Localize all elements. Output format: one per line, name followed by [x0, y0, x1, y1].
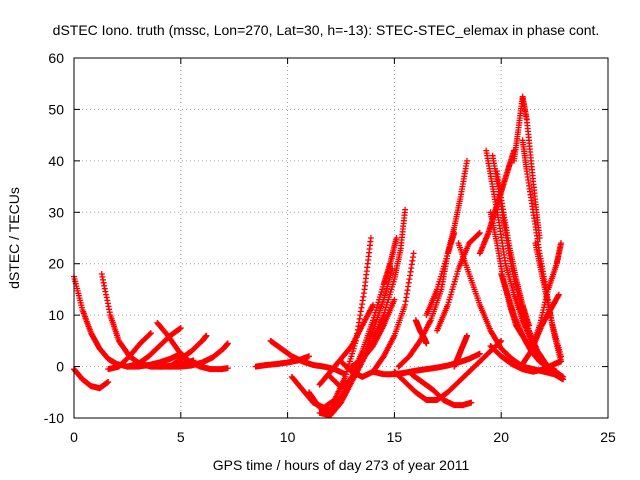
plus-markers	[124, 325, 184, 370]
series-arc23	[434, 229, 483, 334]
y-axis-label: dSTEC / TECUs	[6, 187, 22, 289]
x-tick-label: 15	[387, 429, 403, 445]
x-tick-label: 20	[493, 429, 509, 445]
plus-markers	[412, 317, 430, 347]
series-arc14	[327, 265, 396, 391]
x-tick-label: 25	[600, 429, 616, 445]
series-arc25	[412, 317, 430, 347]
x-tick-label: 0	[70, 429, 78, 445]
series-arc17	[316, 301, 376, 388]
series-arc10	[267, 337, 349, 378]
chart-title: dSTEC Iono. truth (mssc, Lon=270, Lat=30…	[53, 22, 600, 38]
x-tick-label: 5	[177, 429, 185, 445]
series-arc07	[167, 332, 210, 370]
plus-markers	[498, 271, 552, 370]
plus-markers	[167, 332, 210, 370]
x-tick-label: 10	[280, 429, 296, 445]
x-axis-label: GPS time / hours of day 273 of year 2011	[213, 457, 470, 473]
plus-markers	[105, 330, 154, 373]
y-tick-label: 40	[48, 153, 64, 169]
y-tick-label: 60	[48, 50, 64, 66]
plus-markers	[434, 229, 483, 334]
plus-markers	[267, 337, 349, 378]
axis-ticks: 0 5 10 15 20 25 -10 0 10 20 30 40 50 60	[44, 50, 616, 445]
series-arc37	[498, 271, 552, 370]
series-arc04	[105, 330, 154, 373]
plus-markers	[530, 291, 562, 349]
plus-markers	[348, 296, 398, 370]
plus-markers	[327, 265, 396, 391]
y-tick-label: -10	[44, 410, 64, 426]
plus-markers	[423, 157, 470, 319]
series-arc32	[511, 93, 543, 241]
y-tick-label: 20	[48, 256, 64, 272]
series-arc22	[423, 157, 470, 319]
plus-markers	[451, 332, 470, 370]
series-arc38	[532, 240, 564, 365]
y-tick-label: 30	[48, 204, 64, 220]
y-tick-label: 0	[56, 359, 64, 375]
plus-markers	[476, 147, 517, 257]
series-arc31	[476, 147, 517, 257]
plus-markers	[532, 240, 564, 365]
series-arc35	[530, 291, 562, 349]
plus-markers	[316, 301, 376, 388]
plus-markers	[511, 93, 543, 241]
series-arc16	[348, 296, 398, 370]
series-arc20	[408, 371, 475, 409]
y-tick-label: 50	[48, 101, 64, 117]
series-arc24	[451, 332, 470, 370]
plot-frame	[73, 57, 609, 419]
y-tick-label: 10	[48, 307, 64, 323]
plus-markers	[408, 371, 475, 409]
series-arc08	[124, 325, 184, 370]
